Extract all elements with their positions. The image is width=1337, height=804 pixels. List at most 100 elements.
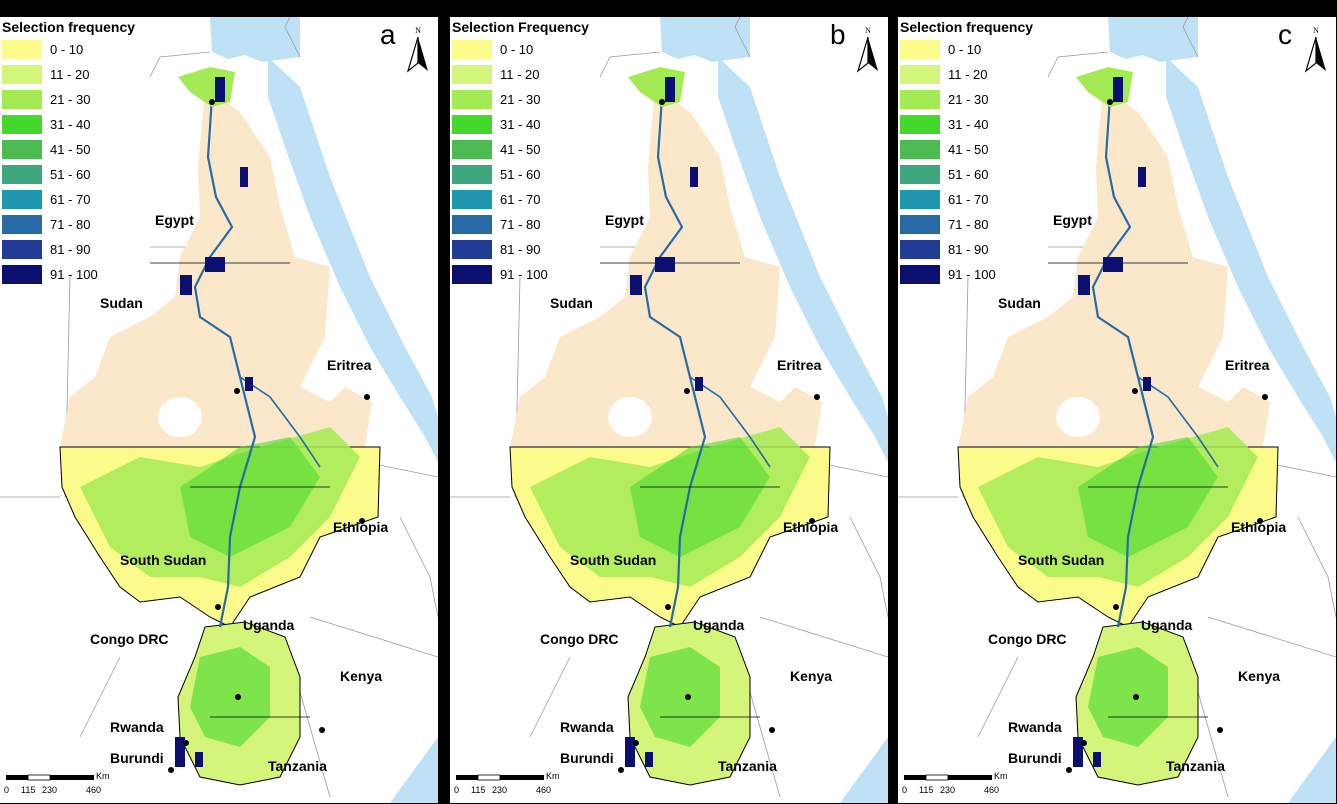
legend-label: 81 - 90 [50,242,91,257]
scale-tick-1: 115 [21,785,36,795]
legend-label: 51 - 60 [50,167,91,182]
legend-row: 61 - 70 [2,187,135,212]
high-frequency-units [175,77,253,767]
legend-swatch [900,90,940,109]
green-mosaic-3 [190,647,270,747]
legend-swatch [2,265,42,284]
blue-nile [1137,376,1219,468]
legend-label: 11 - 20 [500,67,540,82]
indian-ocean [1288,737,1336,803]
legend-row: 0 - 10 [452,37,589,62]
legend-swatch [452,115,492,134]
legend-row: 31 - 40 [452,112,589,137]
legend-swatch [900,265,940,284]
scale-unit: Km [96,771,110,781]
legend-rows: 0 - 10 11 - 20 21 - 30 31 - 40 41 - 50 51 - 6… [900,37,1033,287]
label-tanzania: Tanzania [268,758,327,774]
label-tanzania: Tanzania [1166,758,1225,774]
legend-label: 91 - 100 [948,267,996,282]
indian-ocean [390,737,438,803]
gulf-of-aden [875,432,888,462]
legend-swatch [900,65,940,84]
legend-row: 51 - 60 [900,162,1033,187]
label-ethiopia: Ethiopia [1231,519,1287,535]
scale-tick-3: 460 [86,785,102,795]
legend-title: Selection frequency [2,19,136,35]
legend-row: 41 - 50 [452,137,589,162]
mediterranean-sea [660,17,750,62]
gulf-of-aden [425,432,438,462]
scale-tick-0: 0 [4,785,10,795]
legend-swatch [900,140,940,159]
scale-bar: Km 0 115 230 460 [454,771,584,803]
legend-label: 51 - 60 [948,167,989,182]
legend-swatch [452,90,492,109]
nile-delta [628,67,685,107]
legend-swatch [452,265,492,284]
map-panel-b: Selection Frequency 0 - 10 11 - 20 21 - 30… [450,17,888,803]
label-ethiopia: Ethiopia [783,519,839,535]
legend-row: 11 - 20 [900,62,1033,87]
legend-swatch [452,240,492,259]
mediterranean-sea [1108,17,1198,62]
label-kenya: Kenya [790,668,833,684]
legend-row: 81 - 90 [900,237,1033,262]
legend-label: 61 - 70 [948,192,989,207]
label-eritrea: Eritrea [327,357,372,373]
legend-swatch [2,65,42,84]
high-frequency-units [1073,77,1151,767]
map-panel-a: Selection frequency 0 - 10 11 - 20 21 - 30… [0,17,438,803]
label-egypt: Egypt [155,212,194,228]
legend-swatch [452,40,492,59]
legend-row: 61 - 70 [452,187,589,212]
label-burundi: Burundi [560,750,614,766]
label-south-sudan: South Sudan [120,552,207,568]
green-mosaic-3 [640,647,720,747]
white-gap [1056,397,1100,437]
basin-map [0,17,438,803]
legend-swatch [900,215,940,234]
label-uganda: Uganda [1141,617,1193,633]
nile-river [1091,96,1155,628]
scale-tick-3: 460 [984,785,1000,795]
label-uganda: Uganda [243,617,295,633]
legend-swatch [2,215,42,234]
legend-row: 71 - 80 [452,212,589,237]
legend-swatch [2,240,42,259]
scale-tick-0: 0 [902,785,908,795]
legend-row: 91 - 100 [2,262,135,287]
north-arrow-icon: N [406,26,428,73]
legend-label: 91 - 100 [500,267,548,282]
legend-title: Selection Frequency [452,19,589,35]
label-egypt: Egypt [1053,212,1092,228]
legend-row: 41 - 50 [900,137,1033,162]
label-eritrea: Eritrea [1225,357,1270,373]
legend-swatch [900,165,940,184]
white-gap [608,397,652,437]
label-rwanda: Rwanda [110,719,164,735]
legend-row: 31 - 40 [900,112,1033,137]
north-arrow-icon: N [856,26,878,73]
nile-delta [1076,67,1133,107]
scale-tick-2: 230 [940,785,956,795]
label-rwanda: Rwanda [560,719,614,735]
scale-tick-2: 230 [42,785,58,795]
label-congo: Congo DRC [540,631,619,647]
basin-map [450,17,888,803]
blue-nile [689,376,771,468]
legend-row: 51 - 60 [2,162,135,187]
legend-row: 81 - 90 [452,237,589,262]
panel-letter: b [830,19,846,50]
label-kenya: Kenya [1238,668,1281,684]
legend-title: Selection frequency [900,19,1034,35]
green-mosaic-2 [180,437,320,557]
legend-label: 71 - 80 [948,217,989,232]
legend-label: 0 - 10 [50,42,84,57]
legend-rows: 0 - 10 11 - 20 21 - 30 31 - 40 41 - 50 51 - 6… [452,37,589,287]
legend-row: 41 - 50 [2,137,135,162]
legend-row: 51 - 60 [452,162,589,187]
legend-rows: 0 - 10 11 - 20 21 - 30 31 - 40 41 - 50 51 - 6… [2,37,135,287]
high-frequency-units [625,77,703,767]
legend-label: 51 - 60 [500,167,541,182]
blue-nile [239,376,321,468]
